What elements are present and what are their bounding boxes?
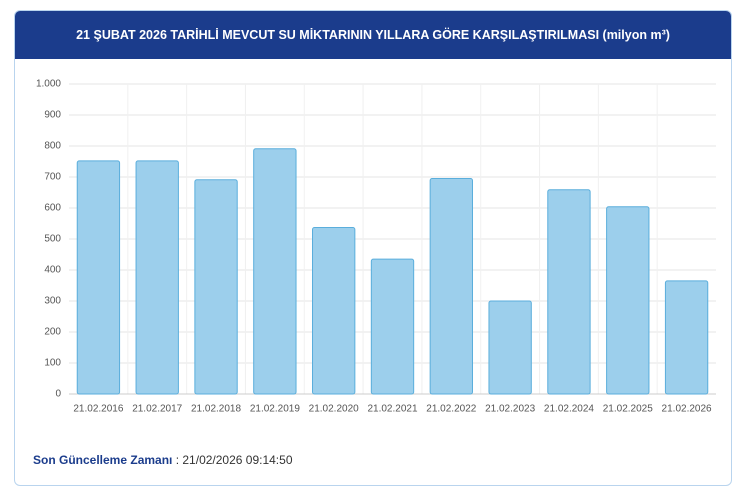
x-tick-label: 21.02.2023 — [485, 404, 535, 415]
y-tick-label: 900 — [44, 110, 61, 121]
footer-label: Son Güncelleme Zamanı — [33, 453, 173, 467]
chart-title: 21 ŞUBAT 2026 TARİHLİ MEVCUT SU MİKTARIN… — [15, 11, 731, 59]
footer-value: : 21/02/2026 09:14:50 — [175, 453, 293, 467]
x-tick-label: 21.02.2025 — [603, 404, 653, 415]
y-tick-label: 0 — [55, 389, 61, 400]
y-tick-label: 700 — [44, 172, 61, 183]
bar — [606, 206, 650, 395]
y-tick-label: 1.000 — [36, 79, 61, 90]
x-tick-label: 21.02.2026 — [662, 404, 712, 415]
x-tick-label: 21.02.2016 — [73, 404, 123, 415]
footer: Son Güncelleme Zamanı : 21/02/2026 09:14… — [33, 453, 293, 467]
x-tick-label: 21.02.2021 — [367, 404, 417, 415]
x-tick-label: 21.02.2024 — [544, 404, 594, 415]
y-tick-label: 300 — [44, 296, 61, 307]
y-tick-label: 800 — [44, 141, 61, 152]
bar — [76, 160, 121, 395]
bar — [194, 179, 238, 395]
bar — [488, 300, 532, 395]
y-tick-label: 200 — [44, 327, 61, 338]
bar — [664, 280, 709, 395]
bar — [135, 160, 179, 395]
bar — [429, 178, 473, 395]
x-tick-label: 21.02.2019 — [250, 404, 300, 415]
x-tick-label: 21.02.2018 — [191, 404, 241, 415]
y-tick-label: 100 — [44, 358, 61, 369]
bar — [370, 258, 415, 395]
x-tick-label: 21.02.2017 — [132, 404, 182, 415]
x-tick-label: 21.02.2020 — [309, 404, 359, 415]
chart: 0 100 200 300 400 500 600 700 800 900 1.000 21.02.2… — [36, 79, 716, 415]
bar — [312, 227, 356, 395]
y-tick-label: 400 — [44, 265, 61, 276]
x-tick-label: 21.02.2022 — [426, 404, 476, 415]
y-tick-label: 600 — [44, 203, 61, 214]
bar — [253, 148, 297, 395]
y-tick-label: 500 — [44, 234, 61, 245]
card: 21 ŞUBAT 2026 TARİHLİ MEVCUT SU MİKTARIN… — [14, 10, 732, 486]
bar — [547, 189, 591, 395]
